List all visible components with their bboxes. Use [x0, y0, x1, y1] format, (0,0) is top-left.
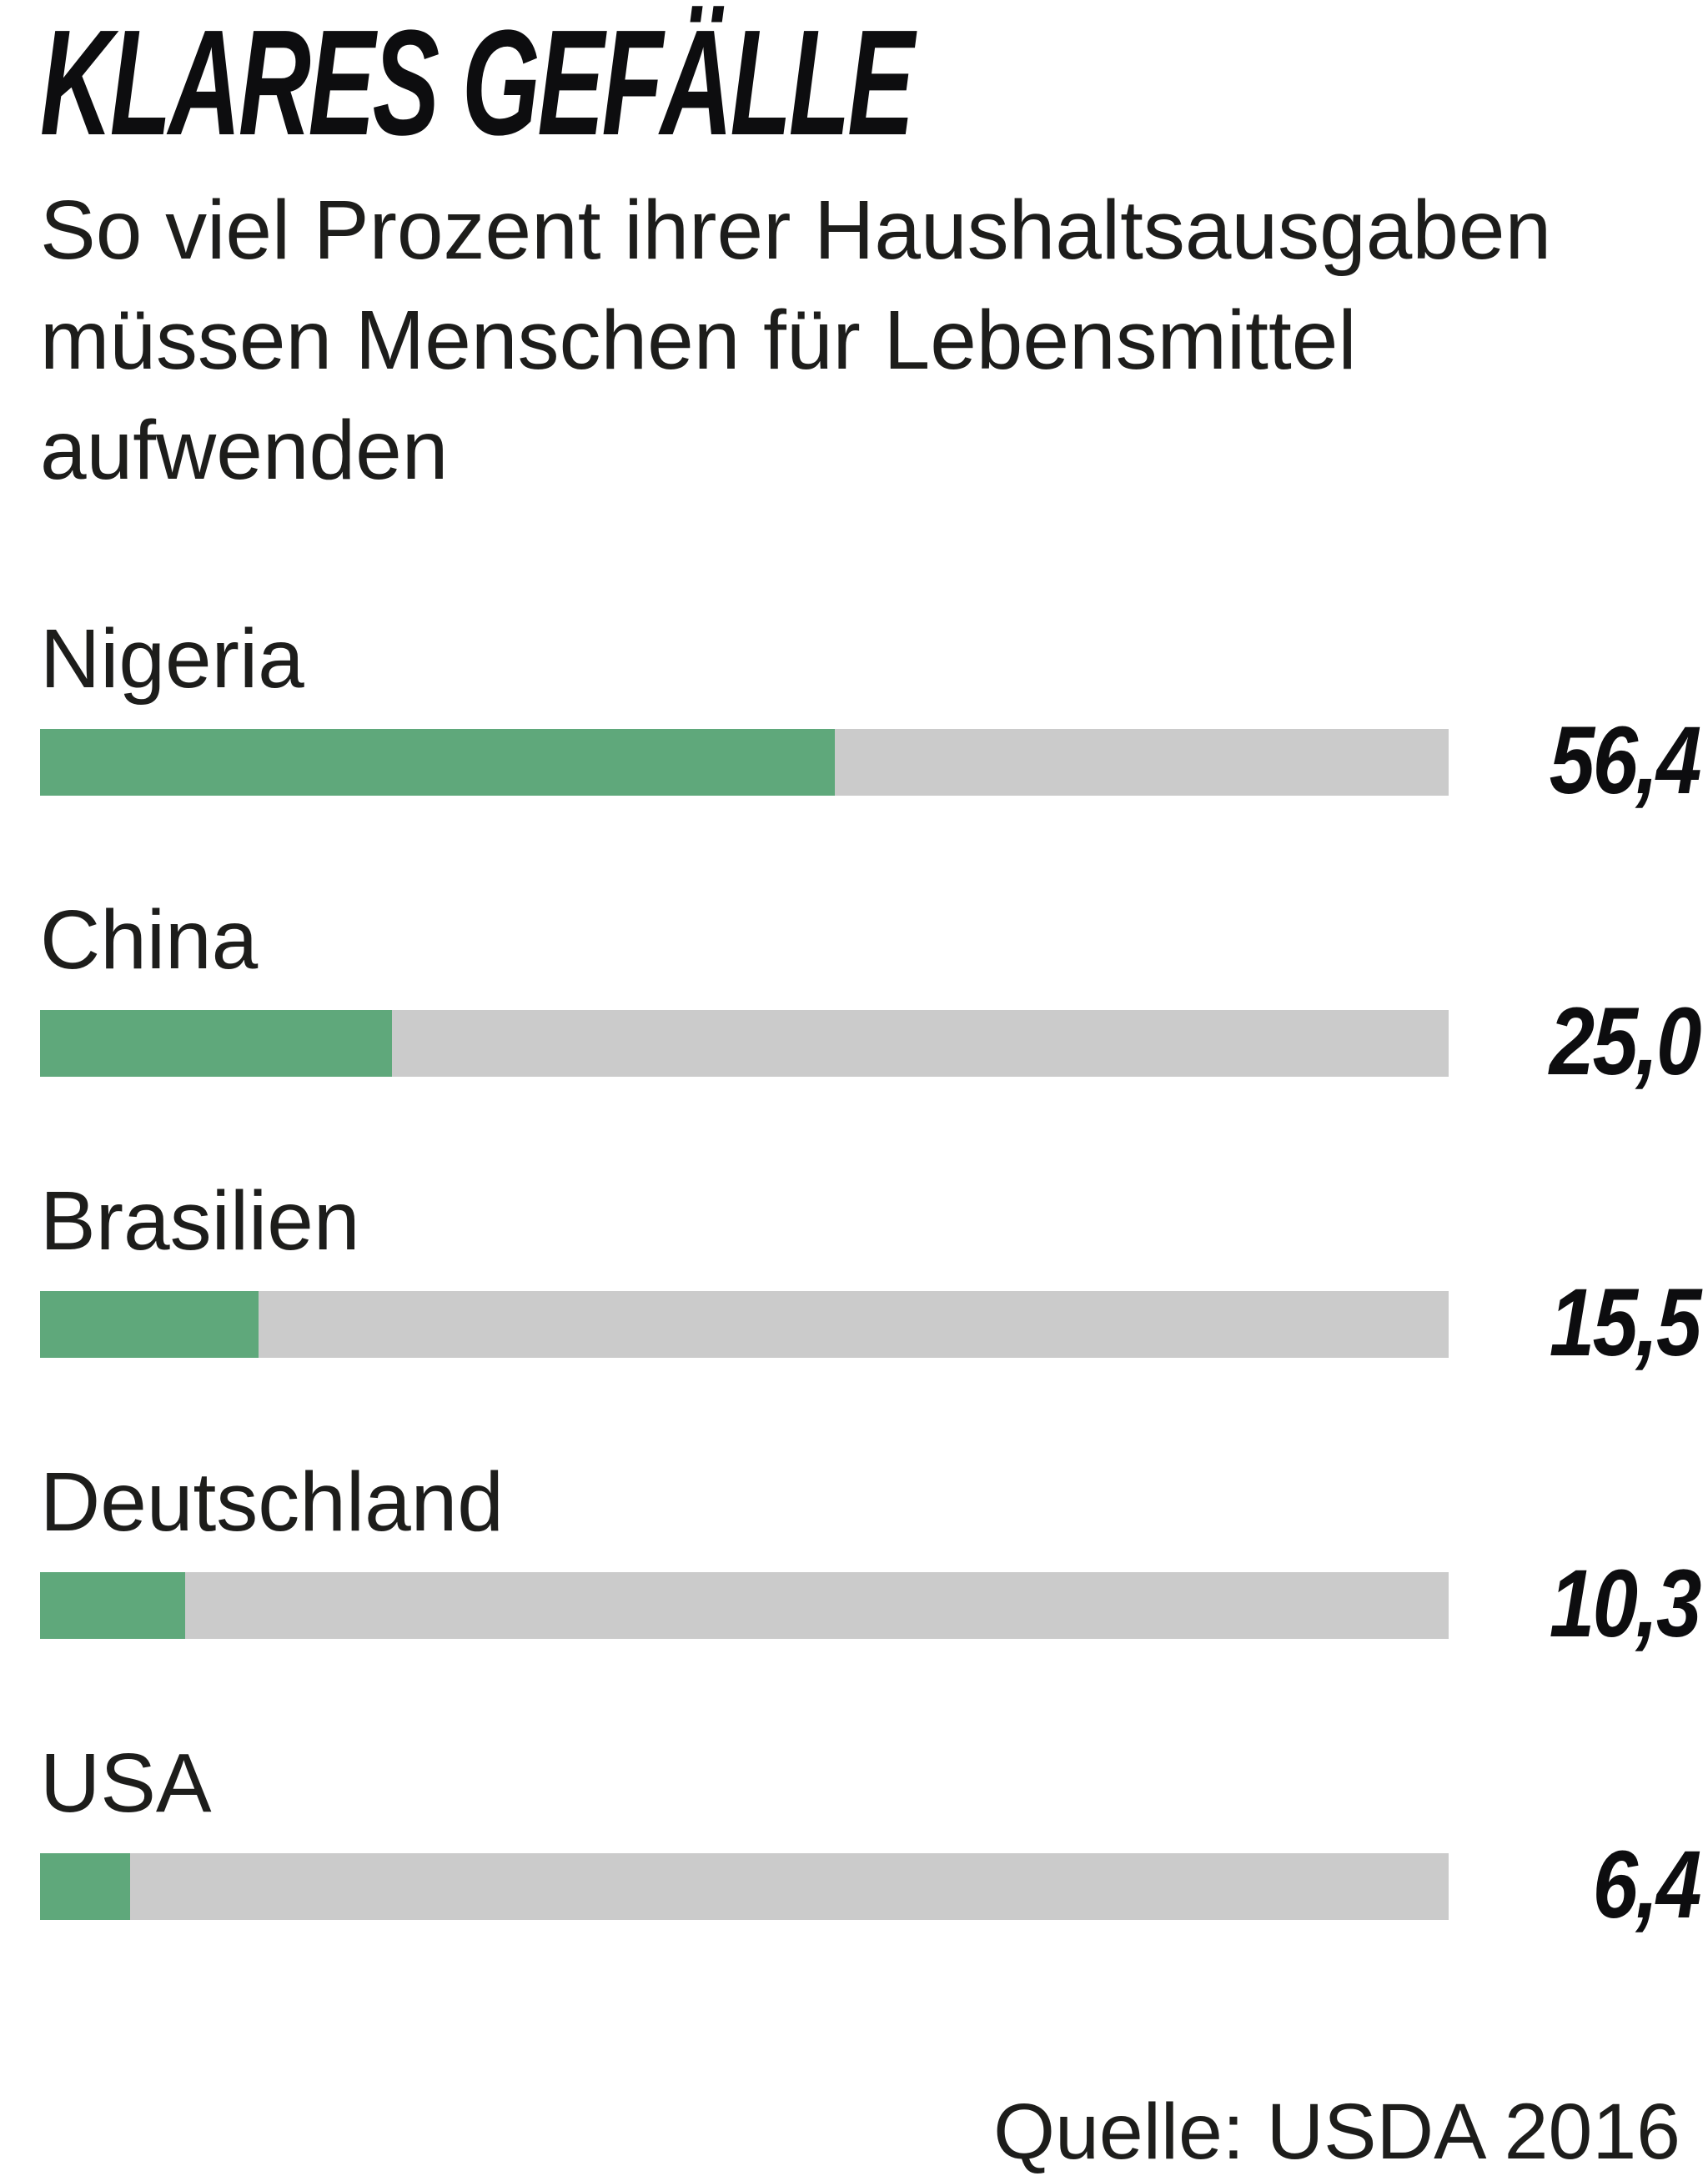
subtitle-line-2: müssen Menschen für Lebensmittel: [40, 294, 1357, 387]
bar-value: 15,5: [1549, 1269, 1702, 1376]
bar-label: Nigeria: [40, 612, 304, 706]
subtitle-line-1: So viel Prozent ihrer Haushaltsausgaben: [40, 183, 1552, 277]
chart-subtitle: So viel Prozent ihrer Haushaltsausgaben …: [40, 175, 1708, 505]
source-note: Quelle: USDA 2016: [993, 2088, 1680, 2176]
bar-row-nigeria: Nigeria 56,4: [40, 612, 1708, 814]
bar-track: [40, 729, 1449, 796]
bar-line: 6,4: [40, 1832, 1708, 1938]
bar-line: 25,0: [40, 988, 1708, 1095]
bar-row-deutschland: Deutschland 10,3: [40, 1455, 1708, 1657]
bar-fill: [40, 1853, 131, 1920]
bar-row-usa: USA 6,4: [40, 1736, 1708, 1938]
bar-value-box: 56,4: [1449, 707, 1708, 814]
bar-label: USA: [40, 1736, 212, 1830]
bar-value: 6,4: [1592, 1832, 1702, 1938]
bar-fill: [40, 729, 835, 796]
bar-label: China: [40, 893, 259, 987]
bar-track: [40, 1291, 1449, 1358]
bar-line: 15,5: [40, 1269, 1708, 1376]
bar-value-box: 6,4: [1449, 1832, 1708, 1938]
chart-title-wrap: KLARES GEFÄLLE: [40, 0, 1708, 167]
bar-row-china: China 25,0: [40, 893, 1708, 1095]
bar-track: [40, 1572, 1449, 1639]
bar-track: [40, 1010, 1449, 1077]
bar-label: Brasilien: [40, 1174, 360, 1268]
bar-value-box: 15,5: [1449, 1269, 1708, 1376]
bar-value: 25,0: [1549, 988, 1702, 1095]
bar-label: Deutschland: [40, 1455, 504, 1549]
bar-value-box: 25,0: [1449, 988, 1708, 1095]
subtitle-line-3: aufwenden: [40, 404, 449, 497]
bar-value: 10,3: [1549, 1550, 1702, 1657]
bar-fill: [40, 1572, 185, 1639]
chart-title: KLARES GEFÄLLE: [40, 0, 915, 167]
bar-row-brasilien: Brasilien 15,5: [40, 1174, 1708, 1376]
bar-line: 10,3: [40, 1550, 1708, 1657]
bar-fill: [40, 1291, 259, 1358]
bar-value: 56,4: [1549, 707, 1702, 814]
bar-track: [40, 1853, 1449, 1920]
bar-value-box: 10,3: [1449, 1550, 1708, 1657]
bar-fill: [40, 1010, 393, 1077]
bar-line: 56,4: [40, 707, 1708, 814]
